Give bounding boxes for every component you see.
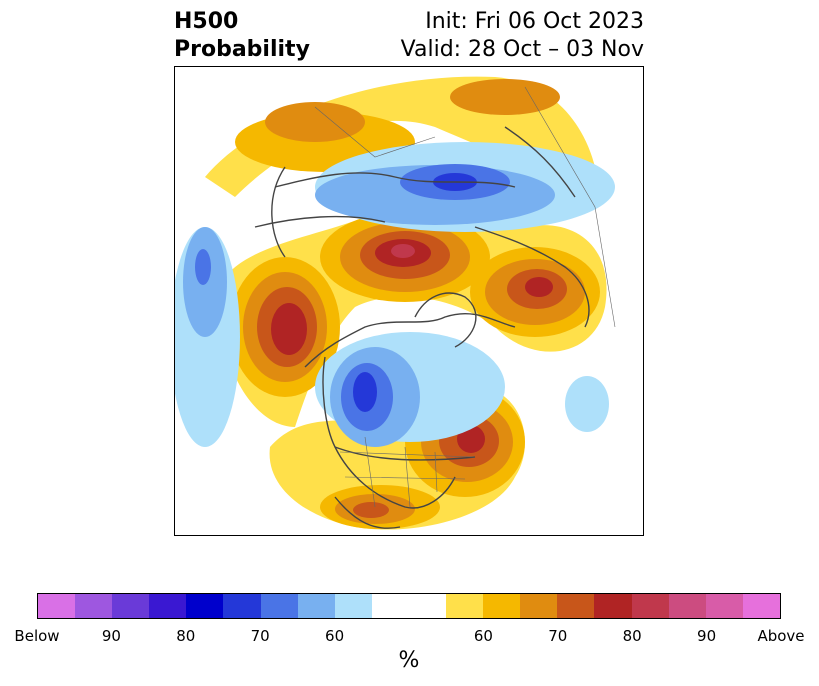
valid-range: Valid: 28 Oct – 03 Nov [400, 37, 644, 62]
probability-map [174, 66, 644, 536]
anomaly-above-85 [525, 277, 553, 297]
colorbar-tick-label: 70 [548, 627, 568, 645]
anomaly-above-75 [450, 79, 560, 115]
colorbar-above-segment [520, 594, 558, 618]
colorbar-above-segment [631, 594, 669, 618]
anomaly-below-80 [353, 372, 377, 412]
colorbar-above-segment [483, 594, 521, 618]
title-product: Probability [174, 37, 310, 62]
colorbar-above-segment [705, 594, 743, 618]
colorbar-below-segment [297, 594, 335, 618]
init-date: Init: Fri 06 Oct 2023 [425, 9, 644, 34]
colorbar-below-segment [186, 594, 224, 618]
anomaly-above-90 [391, 244, 415, 258]
colorbar-above-segment [557, 594, 595, 618]
colorbar-tick-label: 60 [473, 627, 493, 645]
colorbar-tick-label: 60 [325, 627, 345, 645]
colorbar-tick-label: Below [14, 627, 60, 645]
colorbar-above-segment [446, 594, 484, 618]
anomaly-below-75 [195, 249, 211, 285]
colorbar-above-segment [668, 594, 706, 618]
colorbar-tick-label: Above [757, 627, 805, 645]
colorbar-below-segment [223, 594, 261, 618]
anomaly-above-75 [265, 102, 365, 142]
colorbar-tick-label: 90 [101, 627, 121, 645]
colorbar-tick-label: 80 [176, 627, 196, 645]
map-svg [175, 76, 616, 530]
colorbar-below-segment [260, 594, 298, 618]
colorbar-label: % [398, 648, 420, 673]
anomaly-below-60 [565, 376, 609, 432]
colorbar-above-segment [742, 594, 780, 618]
title-variable: H500 [174, 9, 239, 34]
colorbar-neutral-segment [371, 594, 447, 618]
colorbar-tick-label: 70 [250, 627, 270, 645]
colorbar-below-segment [75, 594, 113, 618]
colorbar-tick-label: 80 [622, 627, 642, 645]
title-left: H500 Probability [174, 8, 310, 64]
colorbar-below-segment [334, 594, 372, 618]
anomaly-above-85 [271, 303, 307, 355]
colorbar-below-segment [112, 594, 150, 618]
coastlines [254, 126, 590, 529]
colorbar-tick-label: 90 [697, 627, 717, 645]
colorbar-below-segment [38, 594, 76, 618]
borders [314, 86, 616, 508]
colorbar-below-segment [149, 594, 187, 618]
colorbar-above-segment [594, 594, 632, 618]
title-right: Init: Fri 06 Oct 2023 Valid: 28 Oct – 03… [401, 8, 644, 64]
colorbar [37, 593, 781, 619]
anomaly-above-80 [353, 502, 389, 518]
